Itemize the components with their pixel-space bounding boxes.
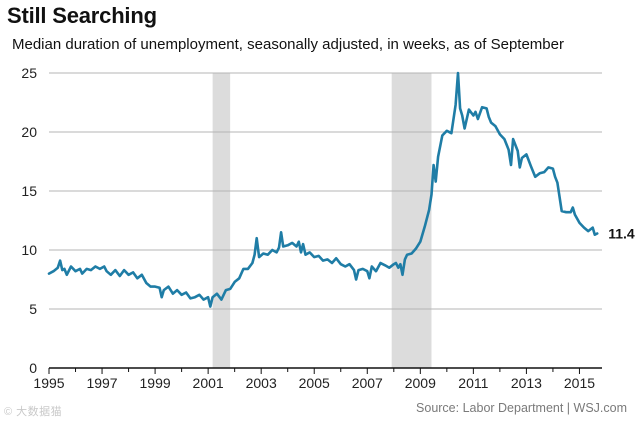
recession-band — [391, 73, 432, 368]
y-tick-label: 25 — [21, 65, 37, 81]
x-tick-label: 2007 — [352, 375, 383, 391]
y-tick-label: 20 — [21, 124, 37, 140]
axes: 0 5 10 15 20 25 1995 1997 1999 2001 2003 2005 2007 20… — [21, 65, 602, 391]
source-note: Source: Labor Department | WSJ.com — [416, 401, 627, 415]
x-tick-label: 1999 — [140, 375, 171, 391]
x-tick-label: 2011 — [458, 375, 488, 391]
y-tick-label: 10 — [21, 242, 37, 258]
series-line — [47, 71, 599, 308]
x-tick-label: 1995 — [33, 375, 64, 391]
x-tick-label: 2015 — [564, 375, 595, 391]
end-value-label: 11.4 — [608, 225, 635, 241]
y-tick-label: 15 — [21, 183, 37, 199]
x-tick-label: 2003 — [246, 375, 277, 391]
x-tick-label: 2013 — [511, 375, 542, 391]
y-tick-label: 0 — [29, 360, 37, 376]
x-tick-label: 2005 — [299, 375, 330, 391]
y-tick-label: 5 — [29, 301, 37, 317]
x-tick-label: 1997 — [86, 375, 117, 391]
recession-bands — [212, 73, 432, 368]
x-tick-label: 2009 — [405, 375, 436, 391]
recession-band — [212, 73, 231, 368]
x-tick-label: 2001 — [193, 375, 224, 391]
chart-title: Still Searching — [7, 3, 157, 28]
data-labels: 11.4 — [608, 225, 635, 241]
watermark: © 大数据猫 — [4, 406, 63, 418]
gridlines — [49, 72, 602, 310]
series-layer — [47, 71, 599, 308]
chart-subtitle: Median duration of unemployment, seasona… — [12, 36, 564, 53]
